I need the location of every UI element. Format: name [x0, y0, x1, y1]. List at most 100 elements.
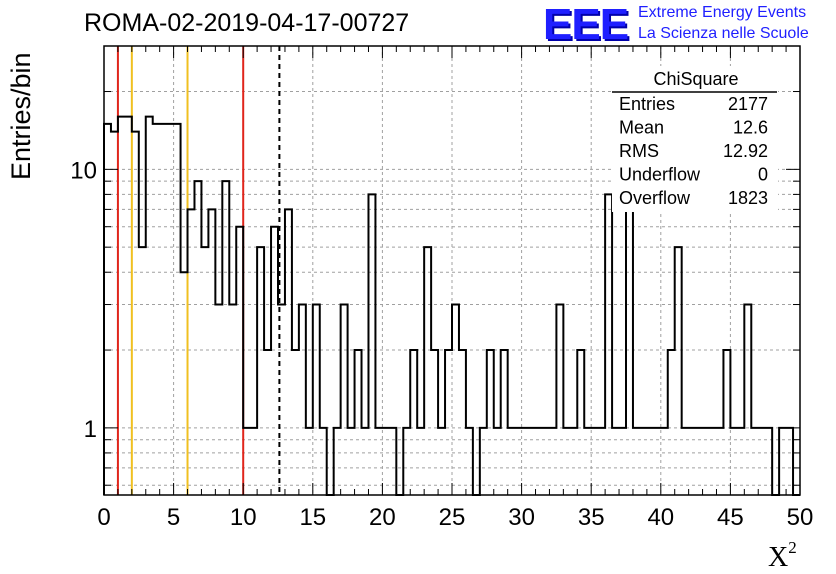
- stats-row-value: 12.6: [733, 118, 768, 138]
- histogram-bin: [668, 350, 675, 495]
- histogram-bin: [779, 428, 786, 495]
- histogram-bin: [334, 428, 341, 495]
- histogram-bin: [403, 428, 410, 495]
- histogram-bin: [654, 428, 661, 495]
- run-title: ROMA-02-2019-04-17-00727: [84, 9, 410, 37]
- x-tick-label: 30: [508, 504, 535, 531]
- histogram-bin: [480, 428, 487, 495]
- histogram-bin: [570, 428, 577, 495]
- histogram-bin: [299, 305, 306, 495]
- histogram-bin: [730, 428, 737, 495]
- histogram-bin: [556, 305, 563, 495]
- stats-row-label: RMS: [619, 141, 659, 161]
- histogram-bin: [522, 428, 529, 495]
- stats-row-value: 2177: [728, 94, 768, 114]
- histogram-bin: [751, 428, 758, 495]
- x-tick-label: 50: [787, 504, 814, 531]
- histogram-bin: [647, 428, 654, 495]
- x-tick-label: 40: [647, 504, 674, 531]
- stats-row-value: 0: [758, 165, 768, 185]
- histogram-bin: [459, 350, 466, 495]
- histogram-bin: [194, 181, 201, 495]
- histogram-bin: [382, 428, 389, 495]
- stats-row-label: Overflow: [619, 188, 691, 208]
- x-axis-label-main: X: [768, 542, 789, 573]
- histogram-bin: [139, 247, 146, 495]
- x-axis-label-superscript: 2: [788, 538, 797, 557]
- histogram-bin: [696, 428, 703, 495]
- histogram-bin: [438, 428, 445, 495]
- stats-row-label: Mean: [619, 118, 664, 138]
- histogram-bin: [501, 350, 508, 495]
- histogram-bin: [577, 350, 584, 495]
- x-tick-label: 15: [299, 504, 326, 531]
- histogram-bin: [118, 117, 125, 495]
- histogram-layer: [103, 115, 800, 496]
- histogram-bin: [744, 305, 751, 495]
- histogram-bin: [786, 428, 793, 495]
- histogram-bin: [605, 194, 612, 495]
- histogram-bin: [716, 428, 723, 495]
- histogram-bin: [278, 305, 285, 495]
- histogram-bin: [368, 194, 375, 495]
- x-tick-label: 0: [97, 504, 110, 531]
- histogram-bin: [508, 428, 515, 495]
- stats-box: ChiSquare Entries 2177 Mean 12.6 RMS 12.92 Unde…: [612, 66, 778, 212]
- histogram-bin: [257, 247, 264, 495]
- stats-row-value: 12.92: [723, 141, 768, 161]
- histogram-bin: [111, 132, 118, 495]
- histogram-bin: [633, 428, 640, 495]
- histogram-bin: [355, 350, 362, 495]
- x-tick-label: 5: [167, 504, 180, 531]
- histogram-bin: [703, 428, 710, 495]
- histogram-bin: [410, 350, 417, 495]
- histogram-bin: [320, 428, 327, 495]
- histogram-bin: [341, 305, 348, 495]
- x-tick-label: 20: [369, 504, 396, 531]
- x-axis-label: X2: [768, 538, 797, 574]
- histogram-bin: [285, 209, 292, 495]
- histogram-bin: [208, 209, 215, 495]
- histogram-bin: [348, 428, 355, 495]
- histogram-bin: [710, 428, 717, 495]
- histogram-bin: [515, 428, 522, 495]
- histogram-bin: [362, 428, 369, 495]
- histogram-bin: [389, 428, 396, 495]
- histogram-bin: [236, 227, 243, 495]
- histogram-bin: [160, 124, 167, 495]
- histogram-bin: [661, 428, 668, 495]
- histogram-bin: [452, 305, 459, 495]
- histogram-bin: [591, 428, 598, 495]
- histogram-bin: [292, 350, 299, 495]
- histogram-bin: [181, 272, 188, 495]
- histogram-bin: [153, 124, 160, 495]
- histogram-bin: [445, 350, 452, 495]
- histogram-bin: [125, 117, 132, 495]
- histogram-bin: [619, 428, 626, 495]
- x-tick-label: 35: [578, 504, 605, 531]
- histogram-bin: [598, 428, 605, 495]
- histogram-bin: [250, 428, 257, 495]
- histogram-bin: [174, 124, 181, 495]
- y-tick-label: 10: [70, 157, 97, 184]
- histogram-bin: [466, 428, 473, 495]
- histogram-bin: [487, 350, 494, 495]
- histogram-bin: [563, 428, 570, 495]
- eee-logo: EEE: [543, 0, 629, 49]
- y-tick-label: 1: [84, 416, 97, 443]
- histogram-bin: [417, 428, 424, 495]
- stats-title: ChiSquare: [653, 69, 738, 89]
- histogram-bin: [264, 350, 271, 495]
- histogram-bin: [167, 124, 174, 495]
- histogram-bin: [494, 428, 501, 495]
- histogram-bin: [765, 428, 772, 495]
- histogram-bin: [689, 428, 696, 495]
- histogram-bin: [640, 428, 647, 495]
- histogram-bin: [132, 132, 139, 495]
- histogram-bin: [243, 428, 250, 495]
- histogram-bin: [758, 428, 765, 495]
- axes-layer: 0 5 10 15 20 25 30 35 40 45 50 1 10: [70, 45, 814, 531]
- histogram-bin: [529, 428, 536, 495]
